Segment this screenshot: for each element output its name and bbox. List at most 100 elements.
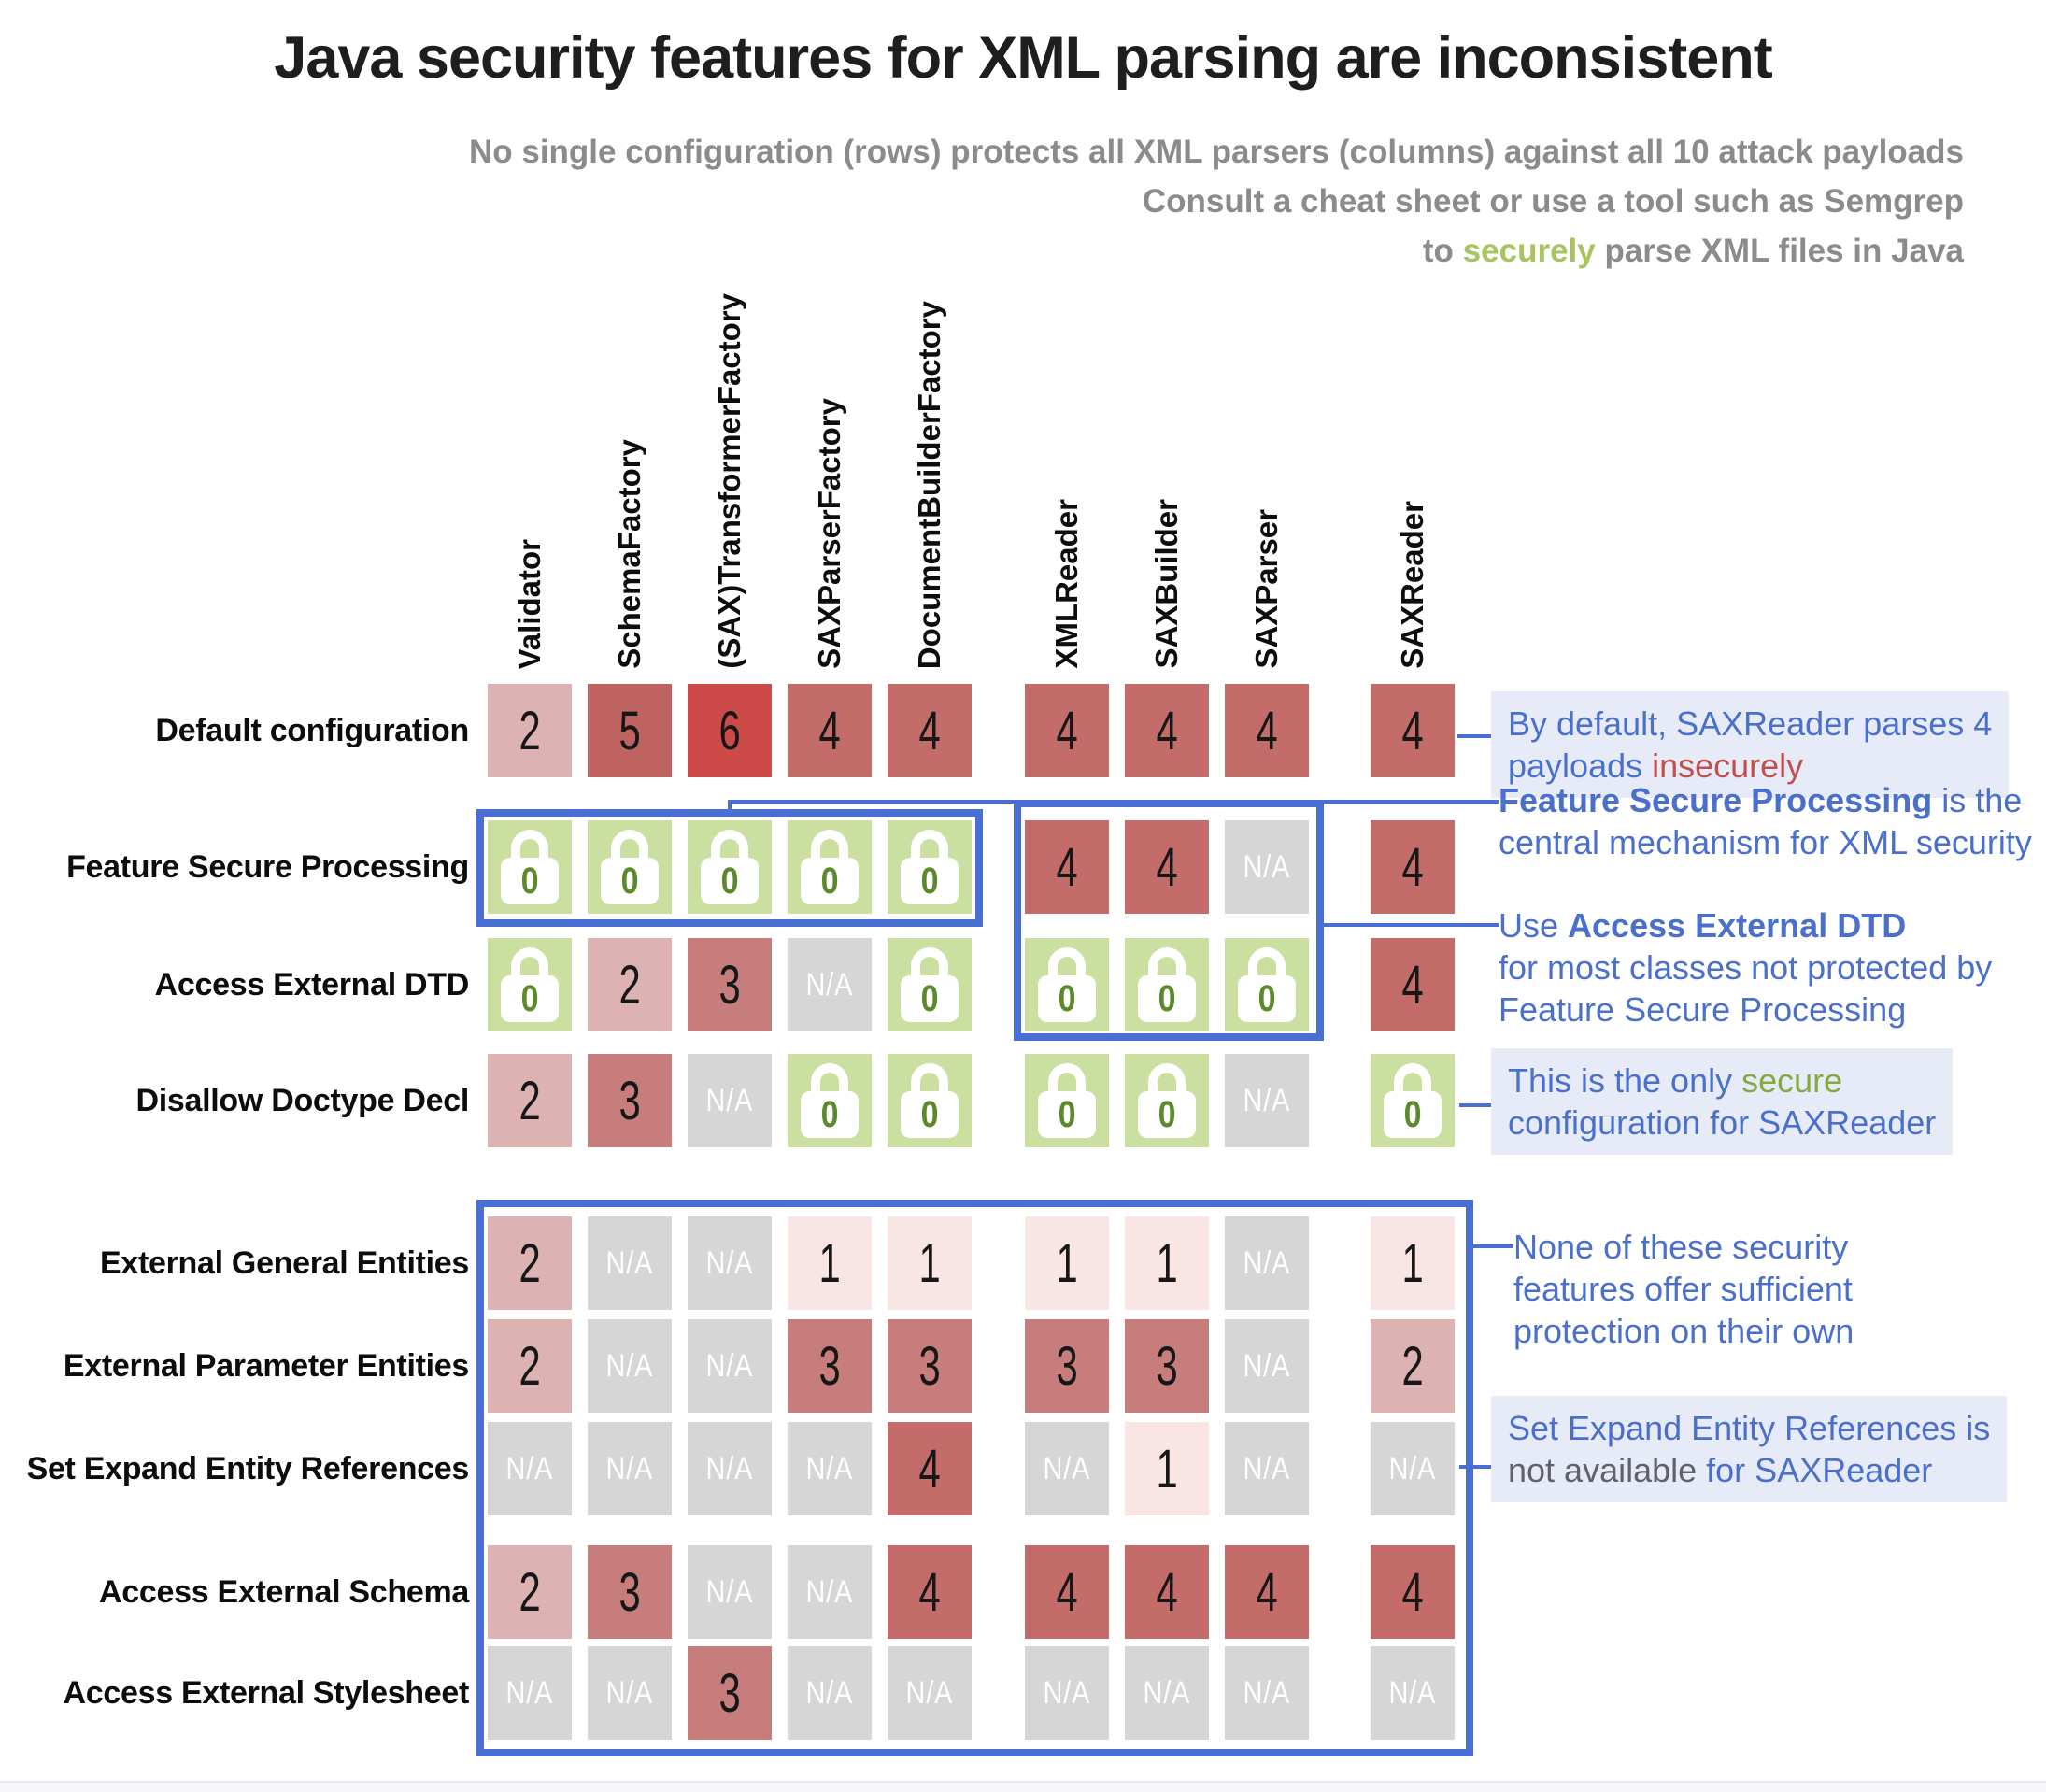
cell-value: N/A <box>505 1674 554 1711</box>
cell-feature-secure-processing-saxbuilder: 4 <box>1125 820 1209 914</box>
annotation-text-segment: Use <box>1499 906 1569 945</box>
lock-body: 0 <box>1238 975 1296 1022</box>
cell-access-external-stylesheet-saxreader: N/A <box>1371 1646 1455 1740</box>
cell-external-parameter-entities-saxreader: 2 <box>1371 1319 1455 1413</box>
row-label-disallow-doctype-decl: Disallow Doctype Decl <box>37 1054 470 1147</box>
cell-value: 3 <box>618 1561 641 1623</box>
lock-body: 0 <box>701 858 759 904</box>
cell-disallow-doctype-decl-documentbuilderfactory: 0 <box>888 1054 972 1147</box>
cell-value: 3 <box>718 1662 741 1724</box>
cell-access-external-schema-saxparser: 4 <box>1225 1545 1309 1639</box>
column-header-label: SAXReader <box>1395 501 1429 669</box>
lock-body: 0 <box>1138 1091 1196 1138</box>
annotation-line: Feature Secure Processing is the <box>1499 779 2032 821</box>
cell-value: N/A <box>705 1573 754 1610</box>
connector-only-secure-saxreader <box>1459 1103 1499 1107</box>
cell-disallow-doctype-decl-validator: 2 <box>488 1054 572 1147</box>
cell-access-external-dtd-sax-transformerfactory: 3 <box>688 938 772 1031</box>
cell-access-external-schema-xmlreader: 4 <box>1025 1545 1109 1639</box>
row-label-text: Set Expand Entity References <box>26 1450 470 1486</box>
cell-value: 4 <box>1401 1561 1424 1623</box>
lock-icon <box>611 830 648 858</box>
cell-value: 6 <box>718 700 741 761</box>
annotation-text-segment: By default, SAXReader parses 4 <box>1508 704 1993 743</box>
cell-value: 4 <box>1156 1561 1178 1623</box>
annotation-text-segment: protection on their own <box>1513 1312 1854 1350</box>
cell-feature-secure-processing-saxparserfactory: 0 <box>788 820 872 914</box>
cell-feature-secure-processing-validator: 0 <box>488 820 572 914</box>
cell-disallow-doctype-decl-xmlreader: 0 <box>1025 1054 1109 1147</box>
lock-body: 0 <box>501 858 559 904</box>
lock-body: 0 <box>501 975 559 1022</box>
row-label-default-configuration: Default configuration <box>37 684 469 777</box>
lock-body: 0 <box>601 858 659 904</box>
annotation-text-segment: is the <box>1932 781 2023 819</box>
cell-default-configuration-sax-transformerfactory: 6 <box>688 684 772 777</box>
subtitle-line-3-highlight: securely <box>1462 233 1596 269</box>
cell-value: 2 <box>519 1232 541 1294</box>
cell-access-external-dtd-saxbuilder: 0 <box>1125 938 1209 1031</box>
cell-disallow-doctype-decl-schemafactory: 3 <box>588 1054 672 1147</box>
cell-default-configuration-schemafactory: 5 <box>588 684 672 777</box>
cell-access-external-dtd-xmlreader: 0 <box>1025 938 1109 1031</box>
row-label-feature-secure-processing: Feature Secure Processing <box>37 820 469 914</box>
annotation-text-segment: Set Expand Entity References is <box>1508 1409 1991 1447</box>
row-label-set-expand-entity-references: Set Expand Entity References <box>27 1422 470 1515</box>
cell-value: 0 <box>1158 1093 1176 1135</box>
annotation-line: By default, SAXReader parses 4 <box>1508 703 1992 745</box>
lock-icon <box>1394 1063 1431 1091</box>
cell-access-external-stylesheet-validator: N/A <box>488 1646 572 1740</box>
cell-value: 5 <box>618 700 641 761</box>
cell-set-expand-entity-references-saxparserfactory: N/A <box>788 1422 872 1515</box>
cell-value: N/A <box>805 1674 854 1711</box>
column-header-label: SAXParser <box>1249 509 1284 669</box>
lock-icon <box>1048 947 1086 975</box>
column-header-label: XMLReader <box>1049 499 1084 669</box>
annotation-text-segment: Feature Secure Processing <box>1499 781 1933 819</box>
cell-value: 0 <box>520 977 539 1019</box>
cell-set-expand-entity-references-saxparser: N/A <box>1225 1422 1309 1515</box>
cell-value: 3 <box>818 1335 841 1397</box>
lock-body: 0 <box>1038 1091 1096 1138</box>
row-label-text: External Parameter Entities <box>63 1347 469 1384</box>
cell-feature-secure-processing-xmlreader: 4 <box>1025 820 1109 914</box>
cell-access-external-dtd-documentbuilderfactory: 0 <box>888 938 972 1031</box>
cell-access-external-dtd-saxparserfactory: N/A <box>788 938 872 1031</box>
row-label-access-external-schema: Access External Schema <box>37 1545 469 1639</box>
page-title: Java security features for XML parsing a… <box>274 25 1772 91</box>
column-header-sax-transformerfactory: (SAX)TransformerFactory <box>688 174 772 669</box>
cell-value: 2 <box>519 1335 541 1397</box>
column-header-documentbuilderfactory: DocumentBuilderFactory <box>888 174 972 669</box>
annotation-line: configuration for SAXReader <box>1508 1102 1936 1144</box>
cell-access-external-schema-saxparserfactory: N/A <box>788 1545 872 1639</box>
cell-value: 0 <box>1058 977 1076 1019</box>
cell-value: 3 <box>718 954 741 1016</box>
cell-value: N/A <box>1243 848 1291 885</box>
cell-value: 4 <box>1056 836 1078 898</box>
lock-icon <box>811 1063 848 1091</box>
column-header-label: SAXParserFactory <box>812 398 846 669</box>
cell-disallow-doctype-decl-saxreader: 0 <box>1371 1054 1455 1147</box>
cell-external-parameter-entities-documentbuilderfactory: 3 <box>888 1319 972 1413</box>
row-label-text: External General Entities <box>100 1244 469 1281</box>
annotation-line: Use Access External DTD <box>1499 904 1992 946</box>
lock-icon <box>911 947 948 975</box>
row-label-access-external-dtd: Access External DTD <box>37 938 470 1031</box>
row-label-external-general-entities: External General Entities <box>37 1216 469 1310</box>
cell-feature-secure-processing-saxreader: 4 <box>1371 820 1455 914</box>
lock-icon <box>911 830 948 858</box>
cell-value: 4 <box>1256 700 1278 761</box>
subtitle-line-3-prefix: to <box>1422 233 1463 269</box>
lock-icon <box>1148 1063 1186 1091</box>
connector-fsp-tick <box>728 800 732 813</box>
annotation-insufficient-protection: None of these security features offer suf… <box>1513 1226 1854 1352</box>
subtitle-line-3: to securely parse XML files in Java <box>0 226 1964 276</box>
cell-access-external-stylesheet-sax-transformerfactory: 3 <box>688 1646 772 1740</box>
cell-value: N/A <box>505 1450 554 1486</box>
column-header-label: DocumentBuilderFactory <box>912 300 946 669</box>
cell-access-external-schema-saxbuilder: 4 <box>1125 1545 1209 1639</box>
row-label-text: Access External Stylesheet <box>63 1674 470 1711</box>
cell-feature-secure-processing-documentbuilderfactory: 0 <box>888 820 972 914</box>
subtitle-line-2: Consult a cheat sheet or use a tool such… <box>1142 183 1964 220</box>
cell-value: N/A <box>605 1347 654 1384</box>
